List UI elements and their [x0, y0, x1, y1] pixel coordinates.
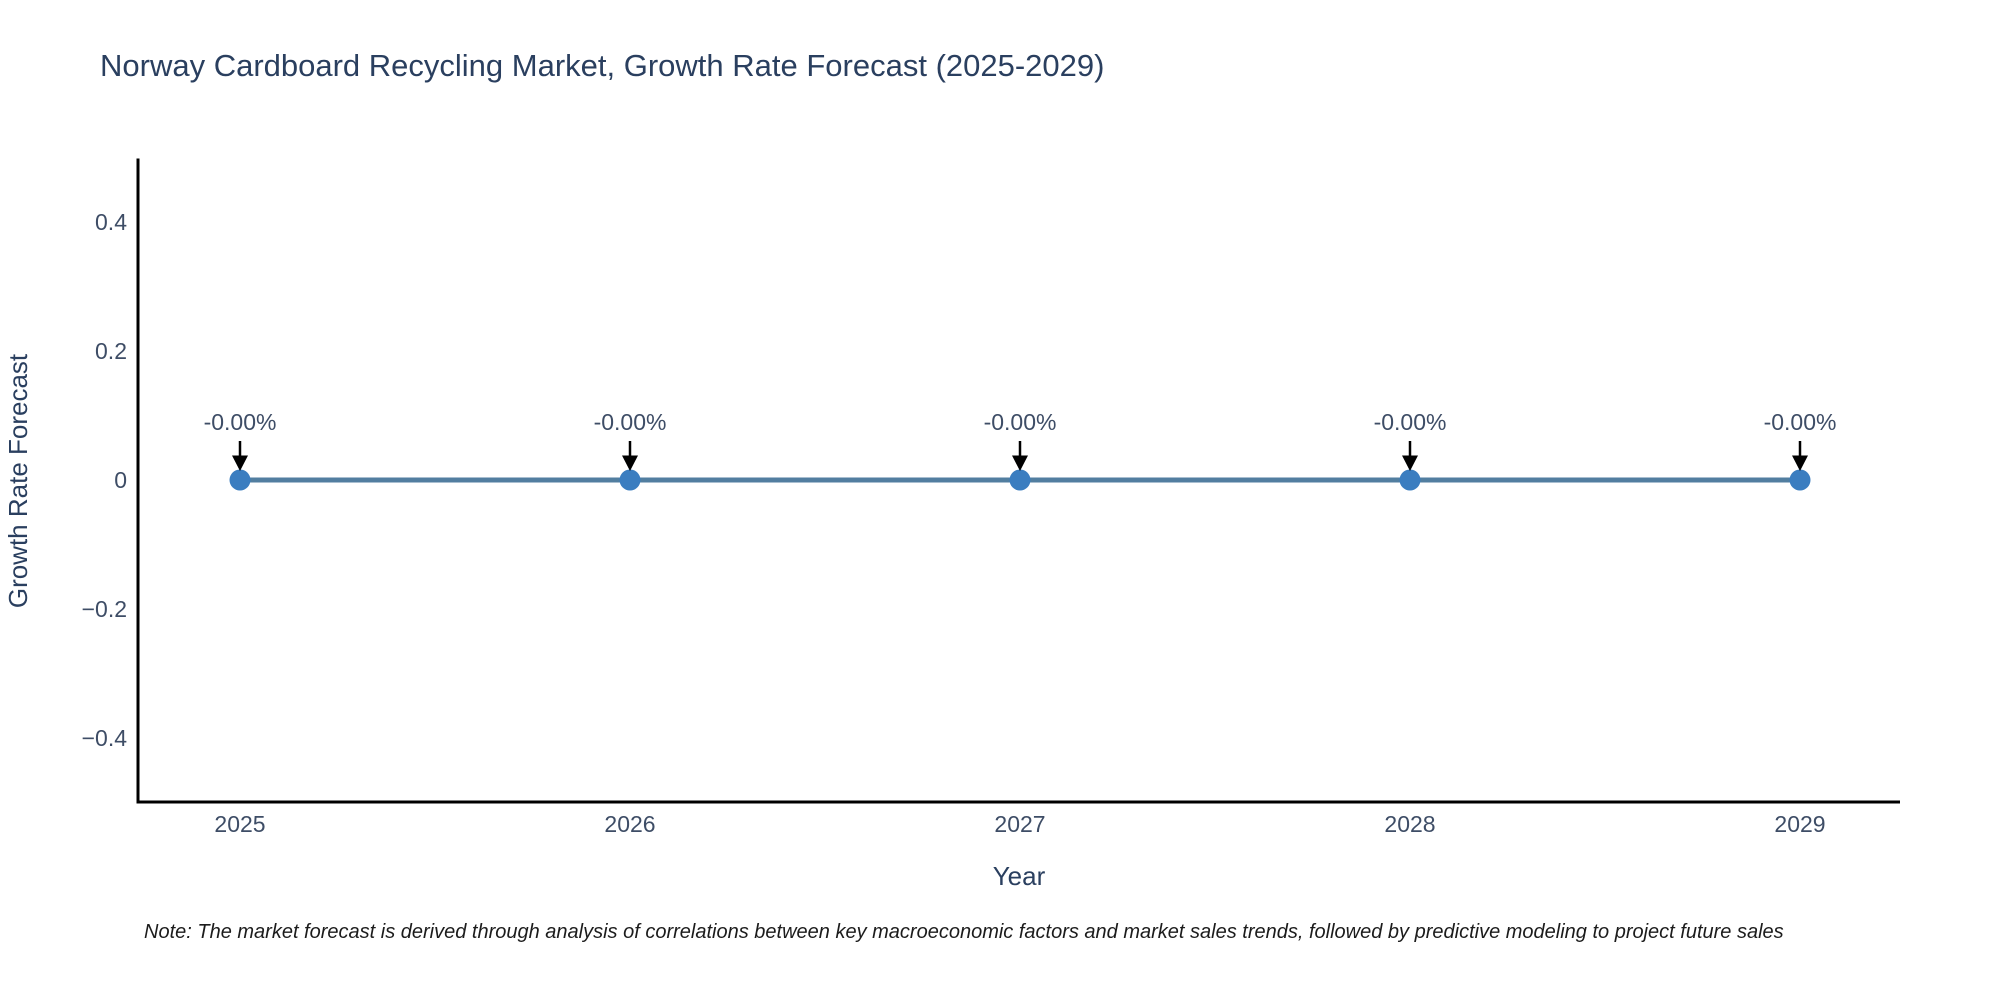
y-tick-label: 0.2	[95, 338, 127, 364]
data-point-marker[interactable]	[619, 469, 641, 491]
y-axis-tick-labels: 0.4 0.2 0 −0.2 −0.4	[82, 209, 128, 751]
annotation-arrowhead-icon	[1012, 455, 1028, 471]
y-tick-label: 0	[114, 467, 127, 493]
annotation-arrowhead-icon	[1792, 455, 1808, 471]
y-tick-label: 0.4	[95, 209, 127, 235]
point-annotation-label: -0.00%	[594, 409, 667, 435]
point-annotation-label: -0.00%	[204, 409, 277, 435]
series-plot	[229, 469, 1811, 491]
data-point-marker[interactable]	[1399, 469, 1421, 491]
x-tick-label: 2027	[994, 811, 1045, 837]
x-tick-label: 2025	[214, 811, 265, 837]
annotation-arrowhead-icon	[232, 455, 248, 471]
annotation-arrowhead-icon	[1402, 455, 1418, 471]
y-tick-label: −0.4	[82, 725, 128, 751]
x-tick-label: 2026	[604, 811, 655, 837]
chart-title: Norway Cardboard Recycling Market, Growt…	[100, 48, 1104, 83]
x-axis-tick-labels: 2025 2026 2027 2028 2029	[214, 811, 1825, 837]
y-tick-label: −0.2	[82, 596, 127, 622]
point-annotation-label: -0.00%	[984, 409, 1057, 435]
data-point-marker[interactable]	[229, 469, 251, 491]
point-annotation-label: -0.00%	[1374, 409, 1447, 435]
annotation-arrowhead-icon	[622, 455, 638, 471]
x-tick-label: 2028	[1384, 811, 1435, 837]
point-annotations: -0.00% -0.00% -0.00% -0.00% -0.00%	[204, 409, 1837, 471]
data-point-marker[interactable]	[1009, 469, 1031, 491]
footnote: Note: The market forecast is derived thr…	[144, 921, 1784, 943]
data-point-marker[interactable]	[1789, 469, 1811, 491]
x-tick-label: 2029	[1774, 811, 1825, 837]
y-axis-title: Growth Rate Forecast	[3, 353, 33, 608]
point-annotation-label: -0.00%	[1764, 409, 1837, 435]
x-axis-title: Year	[993, 861, 1046, 891]
